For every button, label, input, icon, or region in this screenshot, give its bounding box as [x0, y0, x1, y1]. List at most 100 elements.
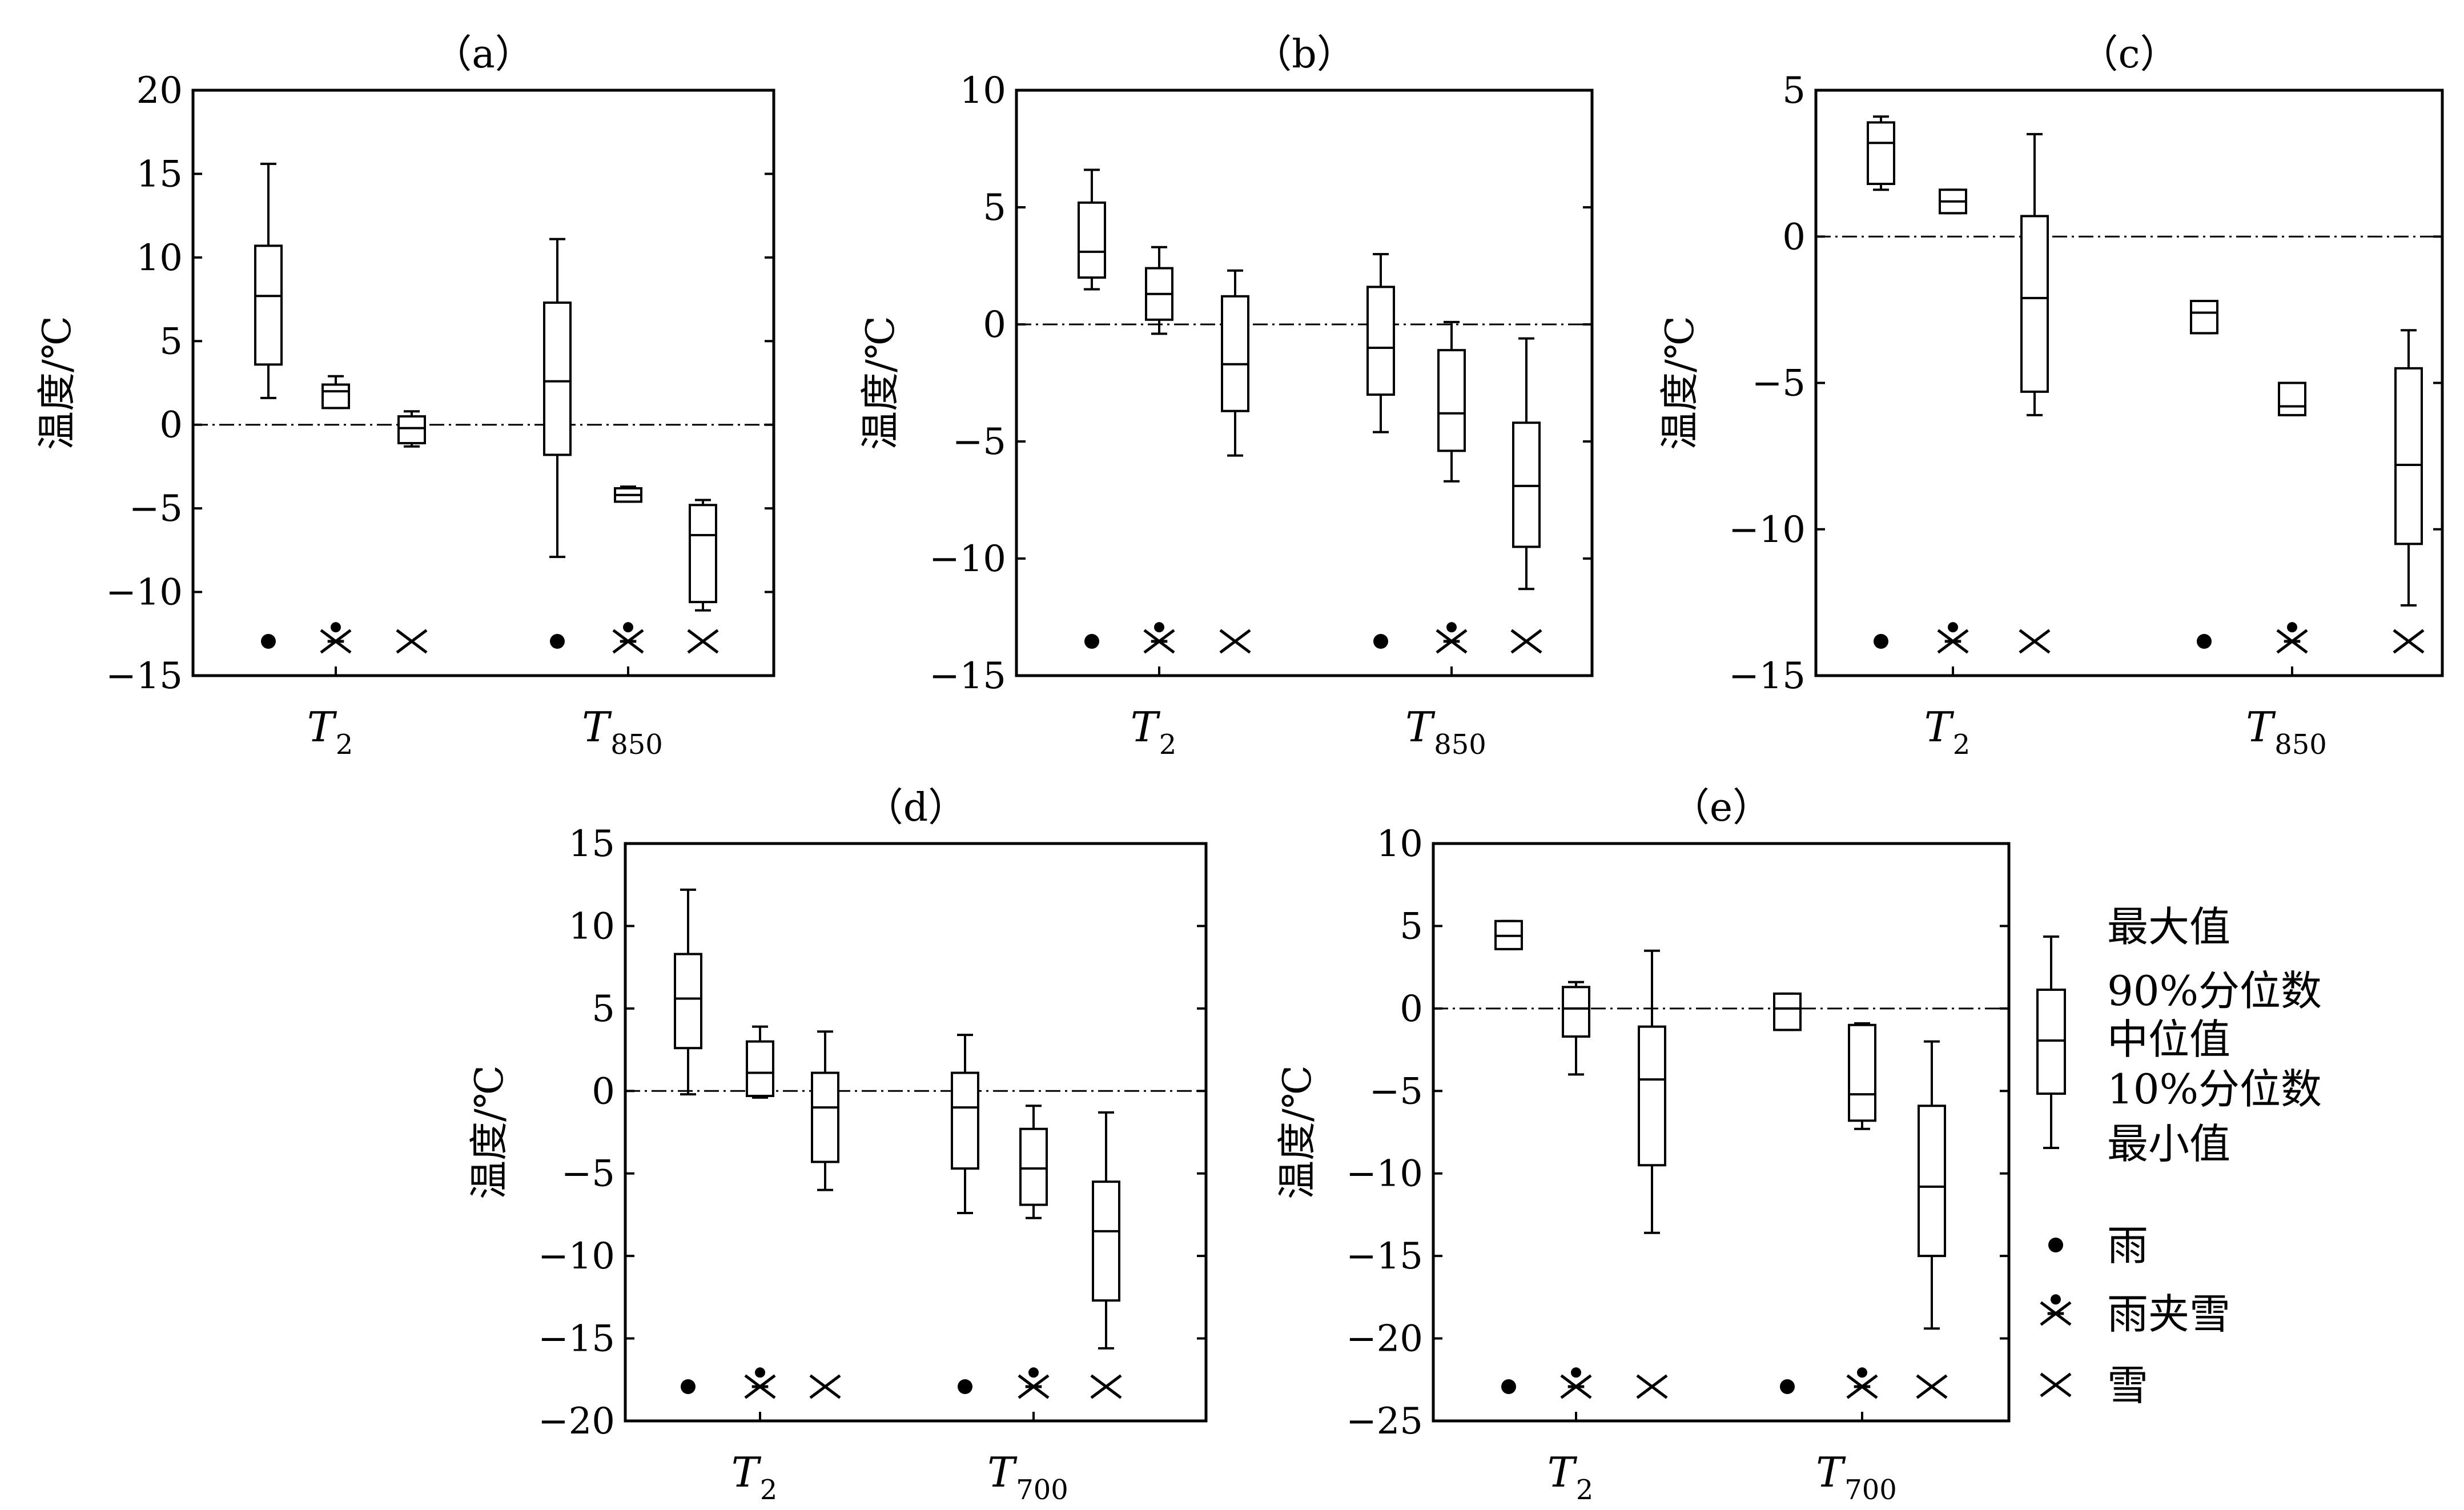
- panel-d-group-label-0: T2: [731, 1448, 778, 1506]
- panel-b-5-snow-marker: [1510, 629, 1542, 654]
- group-label-sub: 850: [1434, 729, 1486, 761]
- panel-a-box-sleet-0: [321, 375, 350, 409]
- panel-d-1-sleet-dot: [755, 1367, 765, 1378]
- iqr-box: [674, 953, 702, 1050]
- panel-b-ytick-label: −15: [929, 655, 1006, 697]
- panel-b-box-sleet-0: [1145, 246, 1173, 335]
- panel-a-ytick-label: 0: [159, 404, 183, 447]
- legend-1-sleet-dot: [2051, 1294, 2061, 1305]
- legend-1-sleet-marker: [2040, 1294, 2072, 1326]
- panel-c-box-snow-1: [2394, 329, 2423, 607]
- panel-e-box-snow-0: [1638, 949, 1666, 1234]
- panel-b-group-label-1: T850: [1405, 703, 1486, 761]
- panel-a-box-rain-1: [543, 238, 572, 559]
- panel-a-box-sleet-1: [614, 485, 642, 503]
- panel-a-box-rain-0: [254, 162, 283, 399]
- panel-b-ylabel: 温度/℃: [858, 316, 903, 450]
- panel-c-box-sleet-0: [1939, 188, 1967, 215]
- panel-e-ytick-label: −25: [1346, 1400, 1423, 1443]
- group-label-sub: 2: [1159, 729, 1177, 761]
- panel-e-box-sleet-0: [1562, 981, 1590, 1076]
- iqr-box: [543, 301, 572, 456]
- panel-c-group-label-0: T2: [1924, 703, 1971, 761]
- iqr-box: [2020, 215, 2049, 393]
- panel-a-5-snow-stroke-b: [687, 629, 719, 654]
- panel-a-ylabel: 温度/℃: [35, 316, 80, 450]
- panel-d-ytick-label: 5: [592, 988, 615, 1030]
- panel-e-ytick-label: 10: [1377, 823, 1423, 865]
- panel-d-5-snow-marker: [1090, 1374, 1122, 1399]
- iqr-box: [1918, 1105, 1946, 1258]
- panel-c-ytick-label: 5: [1782, 70, 1806, 112]
- panel-b-5-snow-stroke-b: [1510, 629, 1542, 654]
- panel-e-box-snow-1: [1918, 1040, 1946, 1330]
- panel-c-5-snow-stroke-b: [2393, 629, 2425, 654]
- group-label-sub: 2: [1576, 1474, 1594, 1506]
- panel-e-4-sleet-marker: [1846, 1367, 1878, 1399]
- iqr-box: [2394, 367, 2423, 545]
- iqr-box: [1078, 201, 1106, 279]
- panel-a-ytick-label: 5: [159, 320, 183, 363]
- iqr-box: [2190, 300, 2218, 335]
- iqr-box: [1019, 1127, 1048, 1206]
- group-label-sub: 700: [1016, 1474, 1068, 1506]
- panel-b-frame: [1015, 89, 1594, 677]
- iqr-box: [1221, 295, 1249, 412]
- panel-e-ytick-label: −20: [1346, 1318, 1423, 1360]
- legend-symbol-label-rain: 雨: [2107, 1222, 2148, 1270]
- group-label-main: T: [1924, 703, 1955, 751]
- panel-e-1-sleet-dot: [1571, 1367, 1581, 1378]
- panel-e-1-sleet-marker: [1560, 1367, 1592, 1399]
- panel-b-1-sleet-dot: [1154, 622, 1164, 633]
- panel-b-ytick-label: −10: [929, 538, 1006, 580]
- panel-a-5-snow-marker: [687, 629, 719, 654]
- panel-e-frame: [1432, 842, 2011, 1423]
- panel-b-3-rain-dot: [1373, 634, 1388, 649]
- iqr-box: [1366, 286, 1395, 396]
- panel-b-box-snow-1: [1512, 337, 1541, 591]
- panel-e-ytick-label: −15: [1346, 1235, 1423, 1278]
- panel-d-4-sleet-dot: [1028, 1367, 1039, 1378]
- panel-e-ytick-label: −10: [1346, 1153, 1423, 1195]
- panel-d-2-snow-stroke-b: [809, 1374, 841, 1399]
- panel-c-ytick-label: −10: [1729, 509, 1806, 551]
- panel-e-5-snow-marker: [1916, 1374, 1948, 1399]
- panel-a-group-label-1: T850: [582, 703, 663, 761]
- iqr-box: [254, 244, 283, 366]
- panel-d-ytick-label: 15: [569, 823, 615, 865]
- group-label-sub: 2: [1953, 729, 1971, 761]
- panel-c-box-rain-0: [1867, 115, 1895, 191]
- group-label-sub: 2: [336, 729, 353, 761]
- panel-c-ytick-label: 0: [1782, 216, 1806, 258]
- panel-e-0-rain-dot: [1501, 1379, 1516, 1394]
- panel-a-0-rain-dot: [261, 634, 276, 649]
- panel-a-2-snow-marker: [396, 629, 428, 654]
- panel-a-ytick-label: 10: [136, 237, 183, 279]
- panel-a-ytick-label: −5: [129, 488, 183, 530]
- legend-box-label-1: 90%分位数: [2107, 967, 2322, 1015]
- panel-d-box-snow-1: [1092, 1111, 1120, 1350]
- legend-2-snow-stroke-b: [2040, 1372, 2072, 1397]
- group-label-sub: 850: [2274, 729, 2327, 761]
- panel-a-ytick-label: 20: [136, 70, 183, 112]
- panel-d-box-snow-0: [811, 1030, 839, 1191]
- panel-e-ytick-label: 5: [1400, 905, 1423, 947]
- panel-d-ytick-label: −20: [538, 1400, 615, 1443]
- panel-c-5-snow-marker: [2393, 629, 2425, 654]
- iqr-box: [951, 1071, 979, 1170]
- iqr-box: [321, 383, 350, 409]
- group-label-main: T: [582, 703, 612, 751]
- panel-b-1-sleet-marker: [1143, 622, 1175, 654]
- group-label-sub: 850: [610, 729, 663, 761]
- panel-c-group-label-1: T850: [2246, 703, 2327, 761]
- panel-e-2-snow-stroke-b: [1636, 1374, 1668, 1399]
- panel-b-box-sleet-1: [1437, 320, 1466, 483]
- iqr-box: [1848, 1023, 1876, 1122]
- panel-c-4-sleet-marker: [2276, 622, 2308, 654]
- group-label-main: T: [1131, 703, 1161, 751]
